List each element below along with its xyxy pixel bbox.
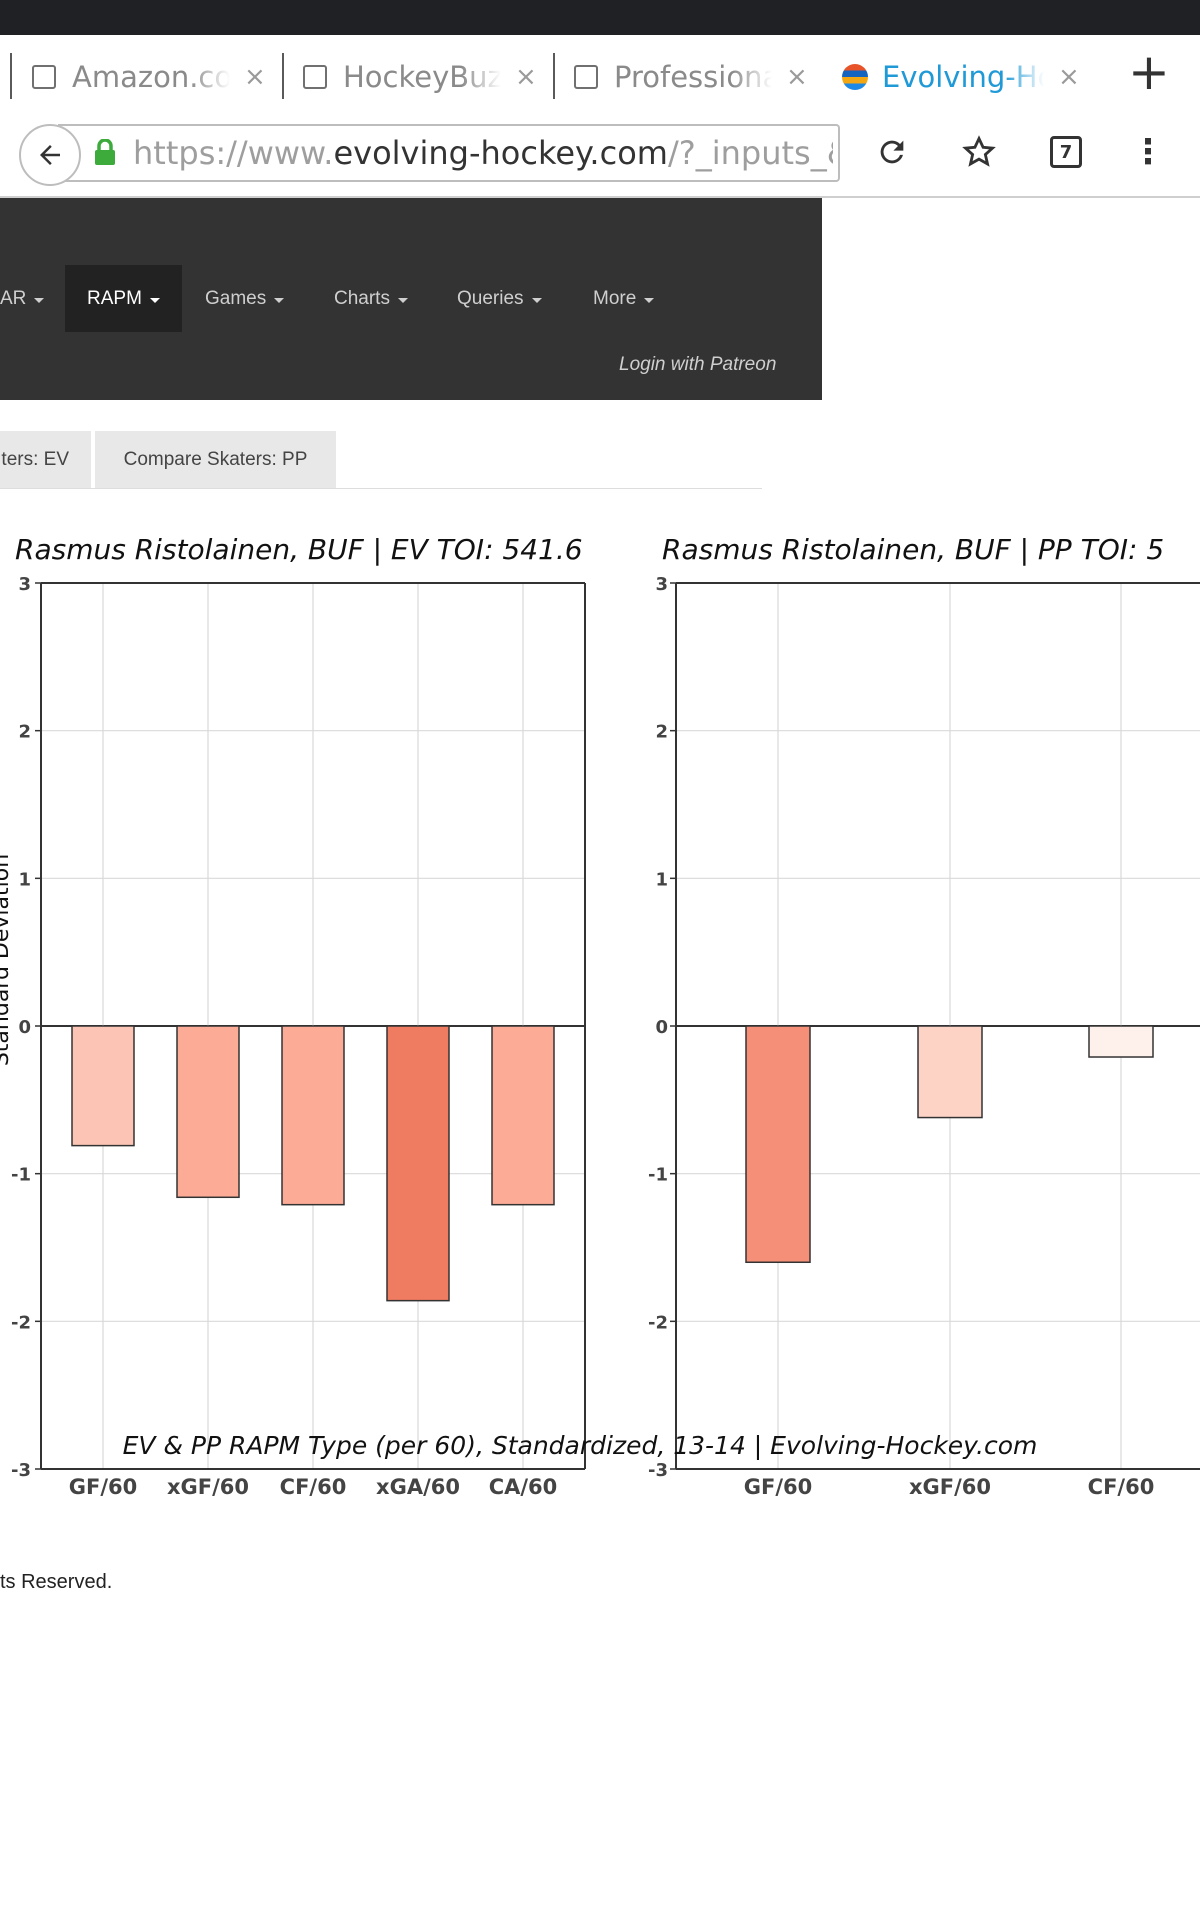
y-tick-label: 2 [18, 722, 31, 743]
nav-label: AR [0, 287, 27, 309]
bar [386, 1025, 450, 1302]
tab-divider [10, 53, 12, 99]
bar [176, 1025, 240, 1199]
close-icon[interactable]: × [244, 62, 266, 92]
page-icon [32, 65, 56, 89]
chart-title-pp: Rasmus Ristolainen, BUF | PP TOI: 5 [662, 533, 1164, 566]
tab-evolving-hockey[interactable]: Evolving-Ho × [842, 35, 1082, 119]
url-prefix: https://www. [133, 134, 334, 172]
url-suffix: /?_inputs_&d [667, 134, 833, 172]
star-icon[interactable] [953, 126, 1005, 178]
tab-hockeybuzz[interactable]: HockeyBuzz. × [303, 35, 543, 119]
x-tick-label: GF/60 [744, 1475, 812, 1499]
nav-item-war[interactable]: AR [0, 265, 66, 332]
tab-title: Professional [614, 60, 772, 94]
y-tick-label: 3 [655, 574, 668, 595]
page-icon [303, 65, 327, 89]
url-domain: evolving-hockey.com [333, 134, 668, 172]
x-tick-label: CF/60 [1088, 1475, 1155, 1499]
y-tick-label: -1 [11, 1165, 31, 1186]
tab-divider [282, 53, 284, 99]
close-icon[interactable]: × [786, 62, 808, 92]
back-arrow-icon[interactable] [19, 124, 81, 186]
close-icon[interactable]: × [515, 62, 537, 92]
caret-down-icon [397, 297, 408, 303]
y-tick-label: 1 [655, 869, 668, 890]
more-vert-icon[interactable]: ⋮ [1131, 132, 1165, 172]
caret-down-icon [644, 297, 655, 303]
y-tick-label: -2 [11, 1312, 31, 1333]
close-icon[interactable]: × [1058, 62, 1080, 92]
tab-title: HockeyBuzz. [343, 60, 501, 94]
chart-title-ev: Rasmus Ristolainen, BUF | EV TOI: 541.6 [15, 533, 583, 566]
caret-down-icon [274, 297, 285, 303]
chart-caption: EV & PP RAPM Type (per 60), Standardized… [123, 1431, 1038, 1460]
y-tick-label: 0 [18, 1017, 31, 1038]
bar [1088, 1025, 1154, 1058]
bar [71, 1025, 135, 1147]
y-tick-label: -3 [11, 1460, 31, 1481]
tab-divider [553, 53, 555, 99]
y-tick-label: -3 [648, 1460, 668, 1481]
nav-item-queries[interactable]: Queries [435, 265, 564, 332]
tab-count: 7 [1050, 136, 1082, 168]
y-tick-label: 3 [18, 574, 31, 595]
y-tick-label: -1 [648, 1165, 668, 1186]
subtab-label: ters: EV [1, 448, 69, 470]
nav-label: Charts [334, 287, 390, 309]
page-icon [574, 65, 598, 89]
rapm-chart-panel: Standard Deviation 3 2 1 0 -1 -2 -3 GF/60 xGF/60… [0, 533, 1200, 1499]
lock-icon [95, 139, 115, 165]
site-logo-icon [842, 64, 868, 90]
nav-label: Games [205, 287, 267, 309]
bar [491, 1025, 555, 1206]
x-tick-label: xGF/60 [167, 1475, 249, 1499]
tab-amazon[interactable]: Amazon.com × [32, 35, 272, 119]
bar [281, 1025, 345, 1206]
caret-down-icon [34, 297, 45, 303]
tab-professional[interactable]: Professional × [574, 35, 814, 119]
y-tick-label: 1 [18, 869, 31, 890]
x-tick-label: GF/60 [69, 1475, 137, 1499]
nav-label: More [593, 287, 637, 309]
footer-text: ts Reserved. [0, 1571, 113, 1593]
tab-underline [0, 488, 762, 489]
y-tick-label: 0 [655, 1017, 668, 1038]
y-tick-label: 2 [655, 722, 668, 743]
nav-item-more[interactable]: More [571, 265, 676, 332]
status-bar [0, 0, 1200, 35]
tab-title: Evolving-Ho [882, 60, 1044, 94]
y-tick-label: -2 [648, 1312, 668, 1333]
caret-down-icon [149, 297, 160, 303]
nav-label: Queries [457, 287, 524, 309]
tab-compare-skaters-ev[interactable]: ters: EV [0, 431, 91, 488]
x-tick-label: CF/60 [280, 1475, 347, 1499]
tab-compare-skaters-pp[interactable]: Compare Skaters: PP [95, 431, 336, 488]
toolbar-divider [0, 196, 1200, 198]
subtab-label: Compare Skaters: PP [123, 448, 308, 470]
bar [917, 1025, 983, 1119]
x-tick-label: CA/60 [489, 1475, 558, 1499]
x-tick-label: xGF/60 [909, 1475, 991, 1499]
new-tab-button[interactable]: + [1128, 43, 1170, 101]
nav-label: RAPM [87, 287, 142, 309]
tab-title: Amazon.com [72, 60, 230, 94]
address-bar[interactable] [58, 124, 840, 182]
caret-down-icon [531, 297, 542, 303]
url-text[interactable]: https://www.evolving-hockey.com/?_inputs… [133, 134, 833, 172]
y-axis-label: Standard Deviation [0, 854, 14, 1066]
nav-item-games[interactable]: Games [183, 265, 306, 332]
nav-item-rapm[interactable]: RAPM [65, 265, 182, 332]
nav-item-charts[interactable]: Charts [312, 265, 430, 332]
x-tick-label: xGA/60 [376, 1475, 460, 1499]
reload-icon[interactable] [866, 126, 918, 178]
login-link[interactable]: Login with Patreon [619, 354, 777, 375]
bar [745, 1025, 811, 1264]
tab-switcher-icon[interactable]: 7 [1040, 126, 1092, 178]
